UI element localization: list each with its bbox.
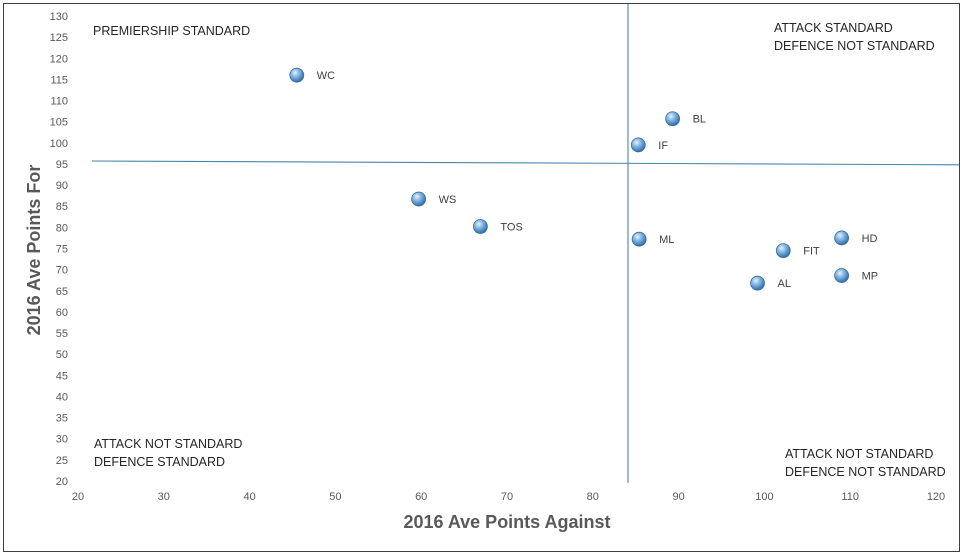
y-tick-label: 35 bbox=[56, 413, 68, 425]
x-tick-label: 110 bbox=[841, 491, 859, 503]
data-point-wc bbox=[289, 67, 305, 83]
y-tick-label: 115 bbox=[50, 74, 68, 86]
data-point-mp bbox=[834, 268, 850, 283]
x-tick-label: 30 bbox=[158, 491, 170, 503]
quadrant-labels: PREMIERSHIP STANDARD ATTACK STANDARD DEFEN… bbox=[93, 21, 946, 479]
point-label-ws: WS bbox=[439, 194, 457, 206]
quadrant-label-top-right: ATTACK STANDARD bbox=[774, 21, 893, 35]
x-tick-label: 120 bbox=[927, 491, 945, 503]
y-tick-label: 45 bbox=[56, 370, 68, 382]
y-tick-label: 60 bbox=[56, 307, 68, 319]
y-tick-labels: 20 25 30 35 40 45 50 55 60 65 70 75 80 85 90 95 100 105 11… bbox=[50, 11, 68, 488]
data-point-al bbox=[750, 275, 765, 291]
y-tick-label: 80 bbox=[56, 222, 68, 234]
data-point-ml bbox=[631, 231, 647, 247]
data-point-ws bbox=[411, 191, 427, 207]
y-tick-label: 130 bbox=[50, 11, 68, 23]
data-point-tos bbox=[473, 219, 488, 234]
y-tick-label: 40 bbox=[56, 391, 68, 403]
point-label-if: IF bbox=[658, 140, 668, 152]
y-tick-label: 30 bbox=[56, 434, 68, 446]
quadrant-label-bottom-right: DEFENCE NOT STANDARD bbox=[785, 465, 946, 479]
quadrant-label-top-right: DEFENCE NOT STANDARD bbox=[774, 39, 935, 53]
x-tick-label: 40 bbox=[243, 491, 255, 503]
point-label-bl: BL bbox=[693, 114, 706, 126]
x-tick-label: 100 bbox=[755, 491, 773, 503]
y-tick-label: 105 bbox=[50, 117, 68, 129]
data-point-bl bbox=[665, 111, 680, 127]
y-tick-label: 25 bbox=[56, 455, 68, 467]
data-point-if bbox=[630, 137, 646, 153]
reference-lines bbox=[91, 4, 960, 483]
data-point-fit bbox=[775, 243, 791, 259]
y-tick-label: 65 bbox=[56, 286, 68, 298]
y-tick-label: 55 bbox=[56, 328, 68, 340]
x-tick-label: 70 bbox=[501, 491, 513, 503]
y-tick-label: 20 bbox=[56, 476, 68, 488]
x-axis-title: 2016 Ave Points Against bbox=[403, 512, 610, 532]
quadrant-label-top-left: PREMIERSHIP STANDARD bbox=[93, 24, 250, 38]
point-label-wc: WC bbox=[317, 70, 335, 82]
y-axis-title: 2016 Ave Points For bbox=[24, 165, 44, 336]
data-point-hd bbox=[834, 230, 850, 246]
point-label-hd: HD bbox=[862, 233, 878, 245]
x-tick-labels: 20 30 40 50 60 70 80 90 100 110 120 bbox=[72, 491, 945, 503]
chart-border bbox=[3, 3, 960, 552]
horizontal-reference-line bbox=[91, 160, 960, 166]
y-tick-label: 50 bbox=[56, 349, 68, 361]
y-tick-label: 100 bbox=[50, 138, 68, 150]
y-tick-label: 85 bbox=[56, 201, 68, 213]
point-label-mp: MP bbox=[862, 271, 879, 283]
data-points: WC BL IF WS TOS ML HD FIT MP AL bbox=[289, 67, 879, 291]
quadrant-label-bottom-left: ATTACK NOT STANDARD bbox=[94, 437, 242, 451]
x-tick-label: 90 bbox=[672, 491, 684, 503]
y-tick-label: 70 bbox=[56, 265, 68, 277]
y-tick-label: 110 bbox=[50, 96, 68, 108]
y-tick-label: 75 bbox=[56, 244, 68, 256]
x-tick-label: 60 bbox=[415, 491, 427, 503]
point-label-ml: ML bbox=[659, 234, 674, 246]
x-tick-label: 20 bbox=[72, 491, 84, 503]
y-tick-label: 95 bbox=[56, 159, 68, 171]
point-label-tos: TOS bbox=[500, 222, 522, 234]
x-tick-label: 80 bbox=[587, 491, 599, 503]
quadrant-label-bottom-left: DEFENCE STANDARD bbox=[94, 455, 225, 469]
y-tick-label: 120 bbox=[50, 53, 68, 65]
y-tick-label: 90 bbox=[56, 180, 68, 192]
x-tick-label: 50 bbox=[329, 491, 341, 503]
point-label-al: AL bbox=[778, 278, 791, 290]
y-tick-label: 125 bbox=[50, 32, 68, 44]
point-label-fit: FIT bbox=[803, 246, 820, 258]
quadrant-label-bottom-right: ATTACK NOT STANDARD bbox=[785, 447, 933, 461]
